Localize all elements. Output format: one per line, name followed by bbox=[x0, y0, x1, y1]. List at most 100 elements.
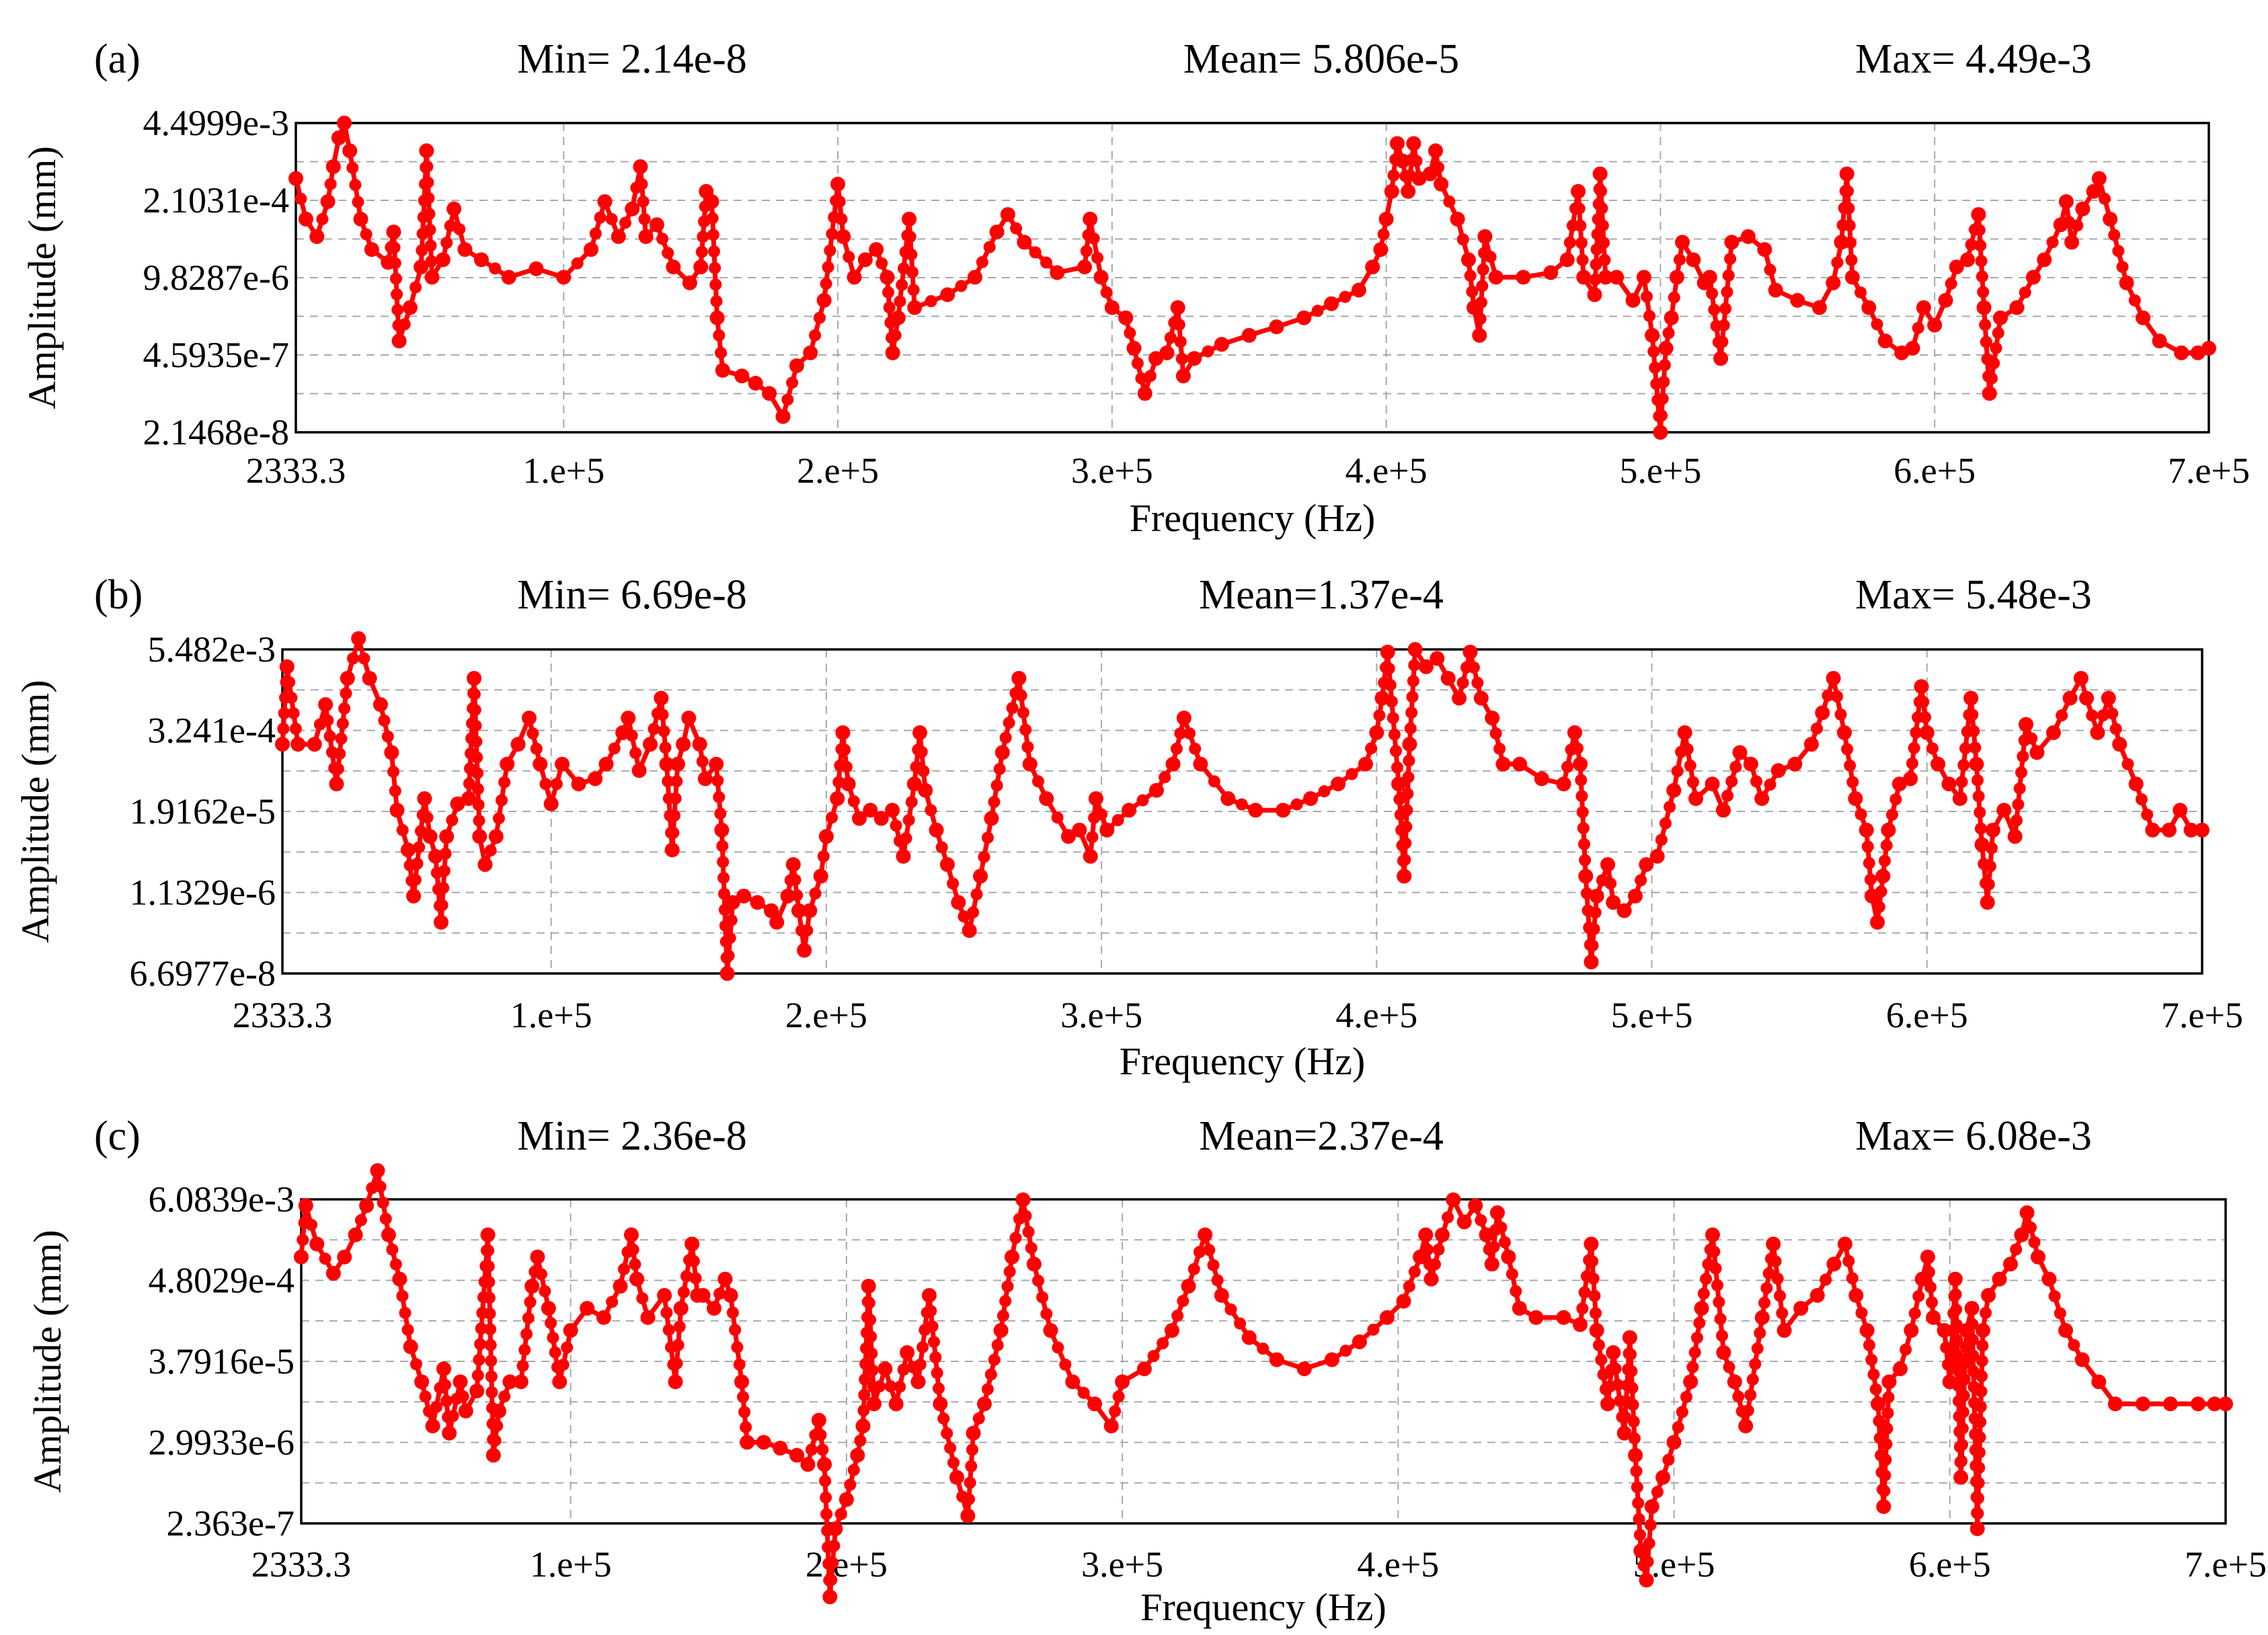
x-tick-label: 7.e+5 bbox=[2161, 995, 2243, 1035]
data-point bbox=[844, 1478, 857, 1491]
data-point bbox=[1854, 286, 1867, 298]
data-point bbox=[719, 966, 735, 982]
data-point bbox=[1727, 1374, 1742, 1390]
data-point bbox=[1643, 1537, 1655, 1550]
data-point bbox=[2201, 340, 2216, 356]
data-point bbox=[1589, 1322, 1604, 1338]
data-point bbox=[1556, 776, 1571, 792]
data-point bbox=[2029, 745, 2045, 760]
data-point bbox=[1019, 1209, 1032, 1222]
data-point bbox=[2112, 737, 2127, 752]
data-point bbox=[1490, 1205, 1506, 1220]
data-point bbox=[670, 1357, 683, 1370]
data-point bbox=[999, 731, 1012, 744]
data-point bbox=[1043, 1322, 1058, 1338]
data-point bbox=[640, 1310, 656, 1325]
data-point bbox=[912, 725, 928, 740]
data-point bbox=[1630, 1465, 1643, 1478]
data-point bbox=[1950, 1303, 1963, 1316]
data-point bbox=[334, 748, 346, 760]
data-point bbox=[1971, 1507, 1984, 1520]
data-point bbox=[1744, 1389, 1757, 1402]
data-point bbox=[1657, 376, 1670, 389]
data-point bbox=[1870, 914, 1885, 930]
data-point bbox=[1900, 1343, 1912, 1356]
data-point bbox=[1528, 1310, 1544, 1325]
data-point bbox=[298, 211, 313, 227]
data-point bbox=[1159, 771, 1171, 784]
data-point bbox=[1826, 1257, 1842, 1272]
data-point bbox=[623, 1227, 639, 1242]
data-point bbox=[2190, 1396, 2205, 1412]
data-point bbox=[442, 1425, 457, 1441]
data-point bbox=[391, 333, 407, 349]
data-point bbox=[1844, 759, 1856, 772]
data-point bbox=[973, 869, 988, 884]
data-point bbox=[1001, 1280, 1014, 1293]
data-point bbox=[1401, 184, 1416, 199]
data-point bbox=[905, 248, 918, 261]
data-point bbox=[2103, 211, 2118, 227]
data-point bbox=[406, 888, 422, 904]
data-point bbox=[707, 245, 720, 257]
data-point bbox=[469, 719, 482, 732]
data-point bbox=[642, 737, 658, 752]
data-point bbox=[1387, 169, 1400, 182]
data-point bbox=[717, 856, 730, 869]
data-point bbox=[1207, 1259, 1220, 1271]
data-point bbox=[2075, 201, 2090, 216]
x-tick-label: 1.e+5 bbox=[530, 1544, 612, 1585]
data-point bbox=[491, 1419, 504, 1432]
data-point bbox=[386, 1243, 399, 1256]
data-point bbox=[733, 1358, 746, 1371]
data-point bbox=[1688, 791, 1704, 806]
data-point bbox=[1576, 253, 1589, 266]
data-point bbox=[964, 1476, 976, 1489]
data-point bbox=[488, 829, 504, 844]
data-point bbox=[1951, 1349, 1964, 1362]
data-point bbox=[673, 1320, 686, 1333]
data-point bbox=[914, 1358, 927, 1371]
stat-max: Max= 4.49e-3 bbox=[1855, 36, 2092, 82]
data-point bbox=[817, 1457, 832, 1472]
data-point bbox=[957, 910, 970, 923]
data-point bbox=[1972, 1492, 1985, 1505]
data-point bbox=[813, 311, 826, 324]
data-point bbox=[436, 1361, 451, 1377]
data-point bbox=[984, 1368, 997, 1381]
data-point bbox=[1017, 707, 1029, 719]
data-point bbox=[1949, 1288, 1962, 1301]
data-point bbox=[966, 1425, 981, 1441]
data-point bbox=[468, 688, 481, 701]
x-tick-label: 3.e+5 bbox=[1071, 450, 1153, 491]
data-point bbox=[297, 1234, 309, 1246]
x-tick-label: 6.e+5 bbox=[1893, 450, 1976, 491]
data-point bbox=[1664, 310, 1679, 325]
data-point bbox=[947, 1456, 960, 1469]
data-point bbox=[1691, 1331, 1704, 1344]
data-point bbox=[2107, 1396, 2123, 1412]
data-point bbox=[1917, 696, 1930, 709]
data-point bbox=[789, 358, 804, 373]
data-point bbox=[1985, 822, 2000, 838]
data-point bbox=[875, 257, 888, 270]
data-point bbox=[362, 670, 377, 686]
data-point bbox=[1882, 1391, 1895, 1404]
data-point bbox=[1003, 717, 1015, 729]
data-point bbox=[773, 1441, 788, 1456]
data-point bbox=[1973, 806, 1986, 819]
x-tick-label: 1.e+5 bbox=[522, 450, 604, 491]
data-point bbox=[1844, 237, 1857, 249]
data-point bbox=[1992, 1271, 2007, 1287]
data-point bbox=[1879, 1469, 1891, 1482]
x-tick-label: 6.e+5 bbox=[1886, 995, 1968, 1035]
data-point bbox=[1831, 256, 1844, 269]
data-point bbox=[625, 201, 640, 216]
data-point bbox=[496, 794, 508, 807]
data-point bbox=[1183, 727, 1196, 740]
data-point bbox=[1972, 790, 1985, 803]
data-point bbox=[414, 260, 429, 275]
y-tick-label: 3.241e-4 bbox=[148, 711, 276, 751]
data-point bbox=[740, 1435, 755, 1450]
x-tick-label: 2333.3 bbox=[246, 450, 346, 491]
